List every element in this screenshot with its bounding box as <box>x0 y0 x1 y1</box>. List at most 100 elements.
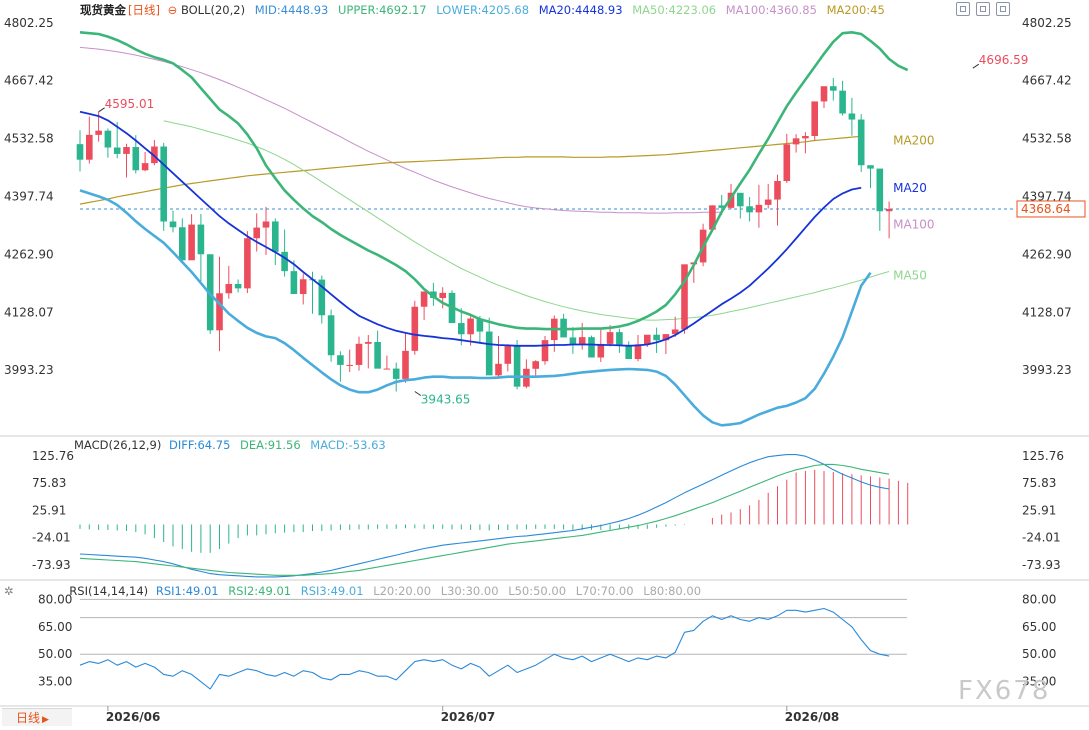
candle-body <box>290 271 298 295</box>
rsi-axis-left-tick: 65.00 <box>38 620 72 634</box>
candle-body <box>755 204 763 213</box>
candle-body <box>606 332 614 344</box>
macd-dea-line <box>79 463 890 576</box>
price-axis-left-tick: 4262.90 <box>4 247 54 261</box>
ma100-legend: MA100:4360.85 <box>725 3 817 17</box>
macd-axis-left-tick: 25.91 <box>32 503 66 517</box>
candle-body <box>495 363 502 376</box>
candle-body <box>867 165 874 169</box>
extreme-marker <box>414 391 422 396</box>
extreme-marker <box>972 63 980 69</box>
candle-body <box>337 355 344 365</box>
boll-lower-line <box>79 189 872 427</box>
rsi-level-70: L70:70.00 <box>575 584 634 598</box>
zoom-in-icon[interactable] <box>976 2 990 16</box>
rsi-header: ✲ RSI(14,14,14) RSI1:49.01 RSI2:49.01 RS… <box>4 584 701 598</box>
rsi2-legend: RSI2:49.01 <box>228 584 292 598</box>
main-header: 现货黄金 [日线] ⊖ BOLL(20,2) MID:4448.93 UPPER:… <box>80 2 885 18</box>
boll-upper: UPPER:4692.17 <box>338 3 427 17</box>
extreme-price-label: 3943.65 <box>421 392 471 406</box>
candle-body <box>318 279 326 316</box>
boll-lower: LOWER:4205.68 <box>436 3 530 17</box>
ma20-end-label: MA20 <box>893 181 927 195</box>
candle-body <box>402 350 409 379</box>
extreme-price-label: 4696.59 <box>979 53 1029 67</box>
macd-header: MACD(26,12,9) DIFF:64.75 DEA:91.56 MACD:… <box>74 438 386 452</box>
price-axis-right-tick: 3993.23 <box>1022 363 1072 377</box>
candle-body <box>653 334 660 341</box>
candle-body <box>374 341 381 369</box>
macd-diff-line <box>79 454 890 578</box>
candle-body <box>234 283 242 289</box>
candle-body <box>458 323 465 335</box>
rsi1-legend: RSI1:49.01 <box>155 584 219 598</box>
price-axis-right-tick: 4397.74 <box>1022 189 1072 203</box>
candle-body <box>513 346 521 387</box>
x-axis-tick-label: 2026/06 <box>106 710 160 724</box>
ma50-legend: MA50:4223.06 <box>632 3 717 17</box>
rsi-axis-right-tick: 50.00 <box>1022 647 1056 661</box>
candle-body <box>578 337 586 345</box>
macd-axis-right-tick: 25.91 <box>1022 503 1056 517</box>
move-icon[interactable] <box>956 2 970 16</box>
price-axis-right-tick: 4532.58 <box>1022 132 1072 146</box>
price-axis-right-tick: 4128.07 <box>1022 305 1072 319</box>
candle-body <box>299 279 307 295</box>
rsi-level-50: L50:50.00 <box>508 584 567 598</box>
rsi-settings-icon[interactable]: ✲ <box>4 584 14 598</box>
price-axis-left-tick: 4667.42 <box>4 74 54 88</box>
candle-body <box>141 163 149 171</box>
candle-body <box>541 340 549 362</box>
candle-body <box>113 147 121 154</box>
rsi-level-30: L30:30.00 <box>440 584 499 598</box>
candle-body <box>718 205 725 208</box>
candle-body <box>411 306 419 351</box>
dropdown-icon[interactable]: ▶ <box>42 715 49 725</box>
candle-body <box>709 205 716 230</box>
candle-body <box>802 135 809 139</box>
candle-body <box>225 283 233 294</box>
x-axis-tick-label: 2026/08 <box>785 710 839 724</box>
macd-axis-right-tick: -73.93 <box>1022 558 1061 572</box>
boll-settings-icon[interactable]: ⊖ <box>167 3 178 17</box>
rsi-axis-left-tick: 35.00 <box>38 675 72 689</box>
price-axis-left-tick: 3993.23 <box>4 363 54 377</box>
ma50-end-label: MA50 <box>893 269 927 283</box>
candle-body <box>365 341 372 344</box>
price-axis-left-tick: 4802.25 <box>4 16 54 30</box>
candle-body <box>169 221 177 228</box>
ma20-line <box>79 110 862 347</box>
rsi-level-80: L80:80.00 <box>643 584 702 598</box>
candle-body <box>151 146 158 164</box>
candle-body <box>355 343 363 365</box>
candle-body <box>123 147 130 154</box>
rsi-level-20: L20:20.00 <box>373 584 432 598</box>
candle-body <box>681 264 688 330</box>
candle-body <box>569 337 577 345</box>
macd-value: MACD:-53.63 <box>310 438 386 452</box>
last-price-tag <box>1016 200 1086 218</box>
candle-body <box>737 192 744 207</box>
candle-body <box>262 221 270 228</box>
candle-body <box>588 337 595 358</box>
zoom-out-icon[interactable] <box>996 2 1010 16</box>
rsi-axis-left-tick: 80.00 <box>38 592 72 606</box>
period-tag[interactable]: [日线] <box>128 3 160 17</box>
price-axis-right-tick: 4262.90 <box>1022 247 1072 261</box>
symbol-label: 现货黄金 <box>80 3 126 17</box>
candle-body <box>383 368 391 370</box>
ma100-line <box>79 46 722 214</box>
candle-body <box>420 291 428 307</box>
period-tab-daily[interactable]: 日线 ▶ <box>2 708 72 726</box>
candle-body <box>830 86 837 91</box>
ma200-legend: MA200:45 <box>826 3 885 17</box>
candle-body <box>848 113 856 120</box>
candle-body <box>727 192 735 208</box>
candle-body <box>467 318 474 335</box>
rsi3-legend: RSI3:49.01 <box>300 584 364 598</box>
candle-body <box>885 209 893 212</box>
price-axis-left-tick: 4532.58 <box>4 132 54 146</box>
ma20-legend: MA20:4448.93 <box>538 3 623 17</box>
